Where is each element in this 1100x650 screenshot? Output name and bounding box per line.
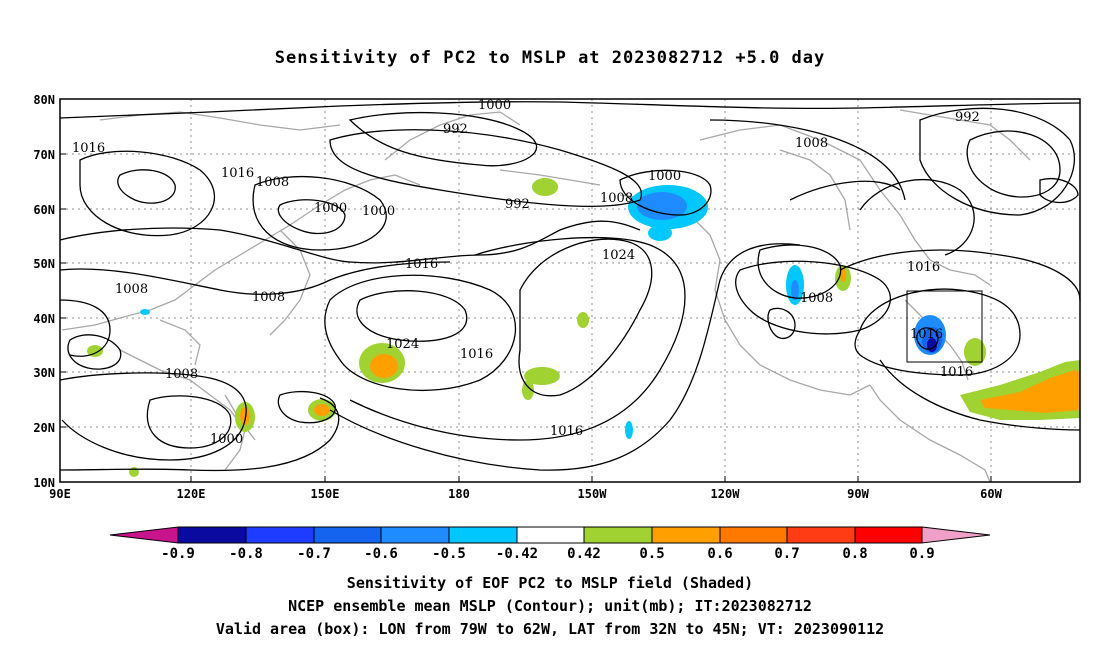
contour-label: 1024 xyxy=(602,248,635,263)
lat-label: 10N xyxy=(33,476,55,490)
lat-label: 30N xyxy=(33,366,55,380)
contour-label: 1016 xyxy=(405,257,438,272)
colorbar-segment xyxy=(786,526,856,544)
contour-label: 1008 xyxy=(115,282,148,297)
sensitivity-shading xyxy=(87,178,1080,477)
colorbar-labels: -0.9 -0.8 -0.7 -0.6 -0.5 -0.42 0.42 0.5 … xyxy=(161,546,935,562)
colorbar-segment xyxy=(651,526,721,544)
shade-positive-blob xyxy=(964,338,986,366)
lat-label: 70N xyxy=(33,148,55,162)
contour-label: 1016 xyxy=(72,141,105,156)
colorbar-segment xyxy=(854,526,923,544)
contour-label: 1016 xyxy=(550,424,583,439)
contour-label: 1008 xyxy=(795,136,828,151)
shade-positive-blob xyxy=(980,370,1080,413)
colorbar-label: 0.42 xyxy=(567,546,601,562)
lat-label: 20N xyxy=(33,421,55,435)
contour-label: 1008 xyxy=(252,290,285,305)
colorbar-label: 0.6 xyxy=(707,546,732,562)
caption-contour: NCEP ensemble mean MSLP (Contour); unit(… xyxy=(288,597,812,615)
shade-positive-blob xyxy=(87,345,103,357)
mslp-contours xyxy=(59,101,1081,472)
lon-label: 150E xyxy=(311,487,340,501)
colorbar-label: -0.9 xyxy=(161,546,195,562)
shade-negative-blob xyxy=(648,225,672,241)
colorbar-label: -0.8 xyxy=(229,546,263,562)
colorbar-low-arrow xyxy=(109,526,179,544)
lon-label: 90W xyxy=(847,487,869,501)
colorbar-label: 0.5 xyxy=(639,546,664,562)
shade-positive-blob xyxy=(129,467,139,477)
shade-negative-blob xyxy=(140,309,150,315)
longitude-labels: 90E 120E 150E 180 150W 120W 90W 60W xyxy=(49,487,1002,501)
contour-label: 1016 xyxy=(910,327,943,342)
lat-label: 50N xyxy=(33,257,55,271)
contour-label: 992 xyxy=(955,110,980,125)
colorbar-label: -0.5 xyxy=(432,546,466,562)
shade-positive-blob xyxy=(577,312,589,328)
shade-positive-blob xyxy=(314,404,330,416)
contour-label: 992 xyxy=(443,122,468,137)
shade-negative-blob xyxy=(791,280,799,300)
contour-label: 1000 xyxy=(314,201,347,216)
contour-label: 1000 xyxy=(478,98,511,113)
colorbar-segment xyxy=(719,526,788,544)
lon-label: 90E xyxy=(49,487,71,501)
lon-label: 120W xyxy=(711,487,741,501)
shade-positive-blob xyxy=(522,380,534,400)
contour-label: 1016 xyxy=(907,260,940,275)
lon-label: 180 xyxy=(448,487,470,501)
map-title: Sensitivity of PC2 to MSLP at 2023082712… xyxy=(274,48,826,68)
caption-shading: Sensitivity of EOF PC2 to MSLP field (Sh… xyxy=(346,574,754,592)
colorbar-label: -0.6 xyxy=(364,546,398,562)
contour-label: 1024 xyxy=(386,337,419,352)
shade-positive-blob xyxy=(532,178,558,196)
lon-label: 150W xyxy=(578,487,608,501)
map-frame xyxy=(59,98,1081,483)
lon-label: 120E xyxy=(177,487,206,501)
contour-label: 1016 xyxy=(940,365,973,380)
caption-valid-area: Valid area (box): LON from 79W to 62W, L… xyxy=(215,620,885,638)
shade-negative-blob xyxy=(637,192,687,220)
colorbar xyxy=(109,526,991,544)
colorbar-segment xyxy=(245,526,315,544)
lat-label: 80N xyxy=(33,93,55,107)
valid-area-box xyxy=(906,290,983,363)
colorbar-high-arrow xyxy=(921,526,991,544)
colorbar-segment xyxy=(583,526,653,544)
contour-label: 1008 xyxy=(600,191,633,206)
lat-label: 40N xyxy=(33,312,55,326)
colorbar-segment xyxy=(313,526,382,544)
lat-label: 60N xyxy=(33,203,55,217)
contour-label: 1008 xyxy=(165,367,198,382)
colorbar-segment xyxy=(380,526,450,544)
colorbar-label: 0.8 xyxy=(842,546,867,562)
colorbar-segment xyxy=(448,526,518,544)
shade-positive-blob xyxy=(840,268,846,282)
contour-label: 992 xyxy=(505,197,530,212)
contour-label: 1008 xyxy=(256,175,289,190)
contour-label: 1016 xyxy=(221,166,254,181)
shade-negative-blob xyxy=(625,421,633,439)
colorbar-segment xyxy=(177,526,247,544)
contour-labels: 1000 992 992 1008 1016 1016 1008 1000 10… xyxy=(72,98,980,447)
latitude-labels: 80N 70N 60N 50N 40N 30N 20N 10N xyxy=(33,93,55,490)
contour-label: 1016 xyxy=(460,347,493,362)
colorbar-label: 0.7 xyxy=(774,546,799,562)
shade-positive-blob xyxy=(370,354,398,378)
contour-label: 1000 xyxy=(648,169,681,184)
contour-label: 1000 xyxy=(210,432,243,447)
colorbar-label: 0.9 xyxy=(909,546,934,562)
colorbar-label: -0.7 xyxy=(297,546,331,562)
shade-positive-blob xyxy=(524,367,560,385)
axis-ticks xyxy=(60,98,992,483)
lon-label: 60W xyxy=(980,487,1002,501)
contour-label: 1008 xyxy=(800,291,833,306)
colorbar-segment xyxy=(516,526,585,544)
contour-label: 1000 xyxy=(362,204,395,219)
shade-positive-blob xyxy=(240,407,250,425)
colorbar-label: -0.42 xyxy=(496,546,538,562)
